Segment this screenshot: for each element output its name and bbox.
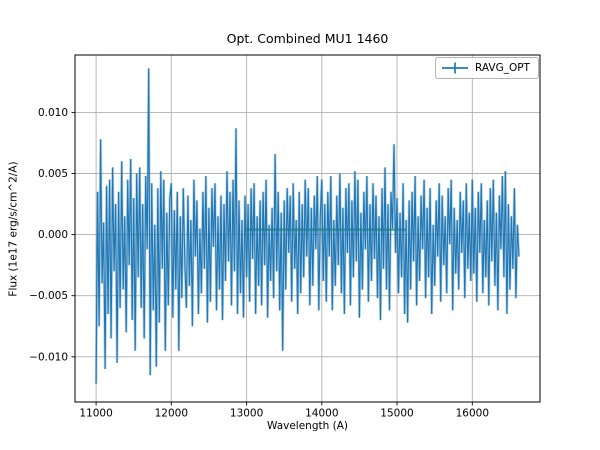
legend: RAVG_OPT (435, 57, 539, 79)
x-tick-label: 11000 (79, 408, 112, 420)
x-tick-label: 15000 (380, 408, 413, 420)
y-tick-label: −0.010 (29, 351, 68, 363)
x-tick-label: 16000 (456, 408, 489, 420)
x-tick-label: 12000 (155, 408, 188, 420)
x-tick-label: 14000 (305, 408, 338, 420)
x-axis-label: Wavelength (A) (266, 420, 348, 432)
legend-label: RAVG_OPT (475, 62, 530, 74)
y-axis-label: Flux (1e17 erg/s/cm^2/A) (8, 160, 21, 297)
axes-frame (74, 54, 541, 403)
x-tick-label: 13000 (230, 408, 263, 420)
y-tick-label: 0.010 (38, 107, 68, 119)
y-tick-label: 0.005 (38, 168, 68, 180)
errorbar-marker-icon (442, 62, 468, 74)
y-tick-label: 0.000 (38, 229, 68, 241)
y-tick-label: −0.005 (29, 290, 68, 302)
chart-title: Opt. Combined MU1 1460 (226, 31, 389, 46)
spectrum-line (95, 68, 520, 384)
